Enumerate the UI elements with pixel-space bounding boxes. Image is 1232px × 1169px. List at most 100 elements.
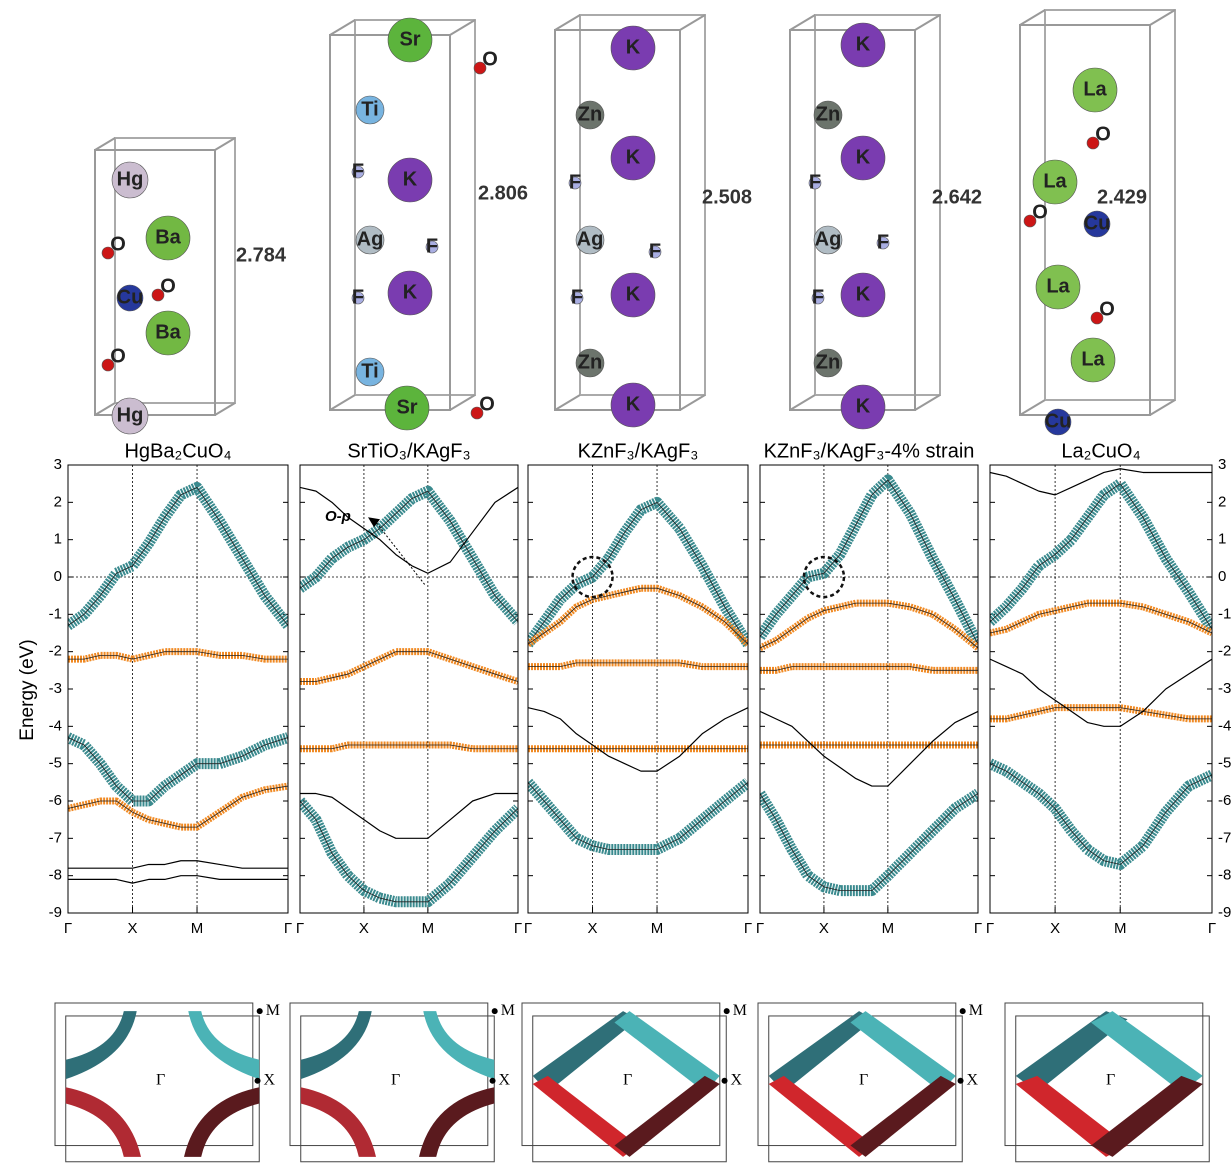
fs-sheet [66,1087,141,1157]
bz-frame [301,1016,495,1162]
x-tick-label: Γ [756,920,764,937]
y-tick-label: 0 [1218,568,1226,585]
atom-label: O [479,393,495,415]
k-label: Γ [859,1071,868,1088]
atom-label: O [482,48,498,70]
atom-label: K [856,395,871,417]
y-tick-label: -7 [1218,829,1231,846]
atom-label: O [110,233,126,255]
panel-title: KZnF₃/KAgF₃ [578,440,699,462]
atom-label: Hg [117,168,144,190]
y-tick-label: -8 [1218,867,1231,884]
bond-length: 2.508 [702,186,752,208]
x-tick-label: M [422,920,435,937]
band [760,794,978,891]
y-axis-label: Energy (eV) [17,639,38,740]
cell-edge [790,395,815,410]
atom-label: O [110,345,126,367]
x-tick-label: Γ [524,920,532,937]
band-center [68,786,288,827]
cell-frame [355,20,475,395]
panel-title: HgBa₂CuO₄ [124,440,231,462]
x-tick-label: X [359,920,369,937]
atom-label: Ba [155,321,181,343]
band [760,667,978,671]
bond-length: 2.642 [932,186,982,208]
y-tick-label: -3 [49,680,62,697]
bands [990,469,1212,865]
band [760,711,978,786]
cell-edge [915,15,940,30]
atom-label: K [403,168,418,190]
x-tick-label: Γ [1208,920,1216,937]
atom-label: O [1095,123,1111,145]
y-tick-label: -1 [1218,605,1231,622]
cell-edge [215,403,235,415]
atom-label: La [1043,170,1067,192]
crystal-structure: HgBaOCuOBaOHg2.784 [95,138,287,434]
k-point [257,1008,263,1014]
band [990,764,1212,865]
bands [68,487,288,883]
atom-label: La [1046,275,1070,297]
annotation-arrow [375,521,425,584]
atom-label: K [626,146,641,168]
cell-frame [580,15,705,395]
band [760,603,978,648]
atom-label: Sr [396,396,417,418]
k-point [724,1008,730,1014]
atom-label: Ti [361,360,378,382]
k-point [490,1078,496,1084]
atom-label: La [1083,78,1107,100]
atom-label: F [812,286,824,308]
panel-title: KZnF₃/KAgF₃-4% strain [764,440,975,462]
panel-title: SrTiO₃/KAgF₃ [347,440,470,462]
k-label: X [499,1071,511,1088]
cell-edge [1150,400,1175,415]
y-tick-label: 3 [1218,456,1226,473]
atom-label: F [426,235,438,257]
fs-sheet [301,1011,372,1079]
k-point [492,1008,498,1014]
y-tick-label: 1 [1218,531,1226,548]
panel-frame [990,465,1212,913]
x-tick-label: Γ [974,920,982,937]
fs-sheet [423,1011,494,1079]
fs-sheet [188,1011,259,1079]
atom-label: K [856,33,871,55]
y-tick-label: -5 [49,755,62,772]
cell-edge [1020,10,1045,25]
cell-frame [790,30,915,410]
k-label: X [967,1071,979,1088]
x-tick-label: X [128,920,138,937]
crystal-structure: KZnKFAgFFKZnK2.642 [790,15,982,429]
atom-label: F [352,286,364,308]
band [300,652,518,682]
fs-sheet [301,1087,376,1157]
fs-sheet [66,1011,137,1079]
k-label: Γ [623,1071,632,1088]
band [528,782,748,849]
atom-label: Cu [1084,212,1111,234]
band-center [990,484,1212,630]
atom-label: F [571,286,583,308]
crystal-structure: SrOTiKFAgFFKTiSrO2.806 [330,18,528,430]
bz-frame [290,1003,488,1146]
arrow-head [368,517,380,527]
cell-edge [450,395,475,410]
atom-label: Ag [815,228,842,250]
fs-sheet [419,1087,494,1157]
bands [300,487,518,901]
atom-label: Cu [1045,410,1072,432]
fermi-surface: MXΓ [55,1002,280,1162]
band [990,603,1212,633]
y-tick-label: -6 [49,792,62,809]
y-tick-label: 2 [1218,493,1226,510]
atom-label: F [649,240,661,262]
y-tick-label: -9 [49,904,62,921]
k-label: M [266,1002,280,1019]
cell-edge [915,395,940,410]
cell-edge [1020,400,1045,415]
